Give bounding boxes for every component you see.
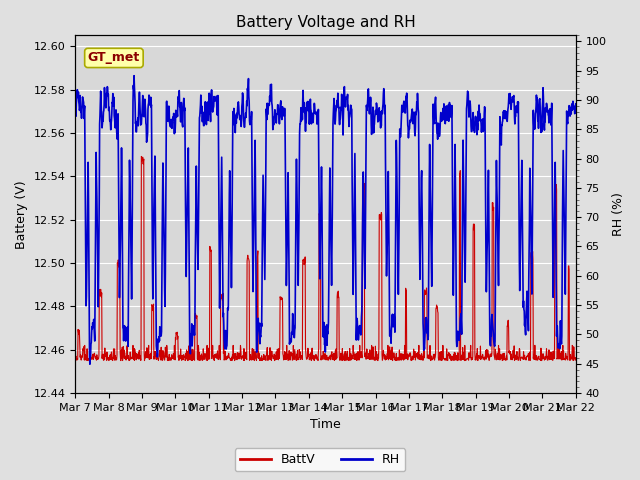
RH bbox=[469, 115, 477, 120]
Title: Battery Voltage and RH: Battery Voltage and RH bbox=[236, 15, 415, 30]
RH bbox=[404, 109, 412, 115]
RH bbox=[72, 106, 79, 111]
BattV bbox=[172, 357, 179, 363]
BattV bbox=[469, 354, 477, 360]
Line: RH: RH bbox=[76, 76, 576, 364]
RH bbox=[86, 361, 93, 367]
RH bbox=[184, 206, 191, 212]
BattV bbox=[184, 349, 191, 355]
RH bbox=[172, 129, 179, 135]
Y-axis label: RH (%): RH (%) bbox=[612, 192, 625, 236]
Text: GT_met: GT_met bbox=[88, 51, 140, 64]
BattV bbox=[138, 154, 145, 159]
BattV bbox=[513, 348, 521, 354]
RH bbox=[513, 109, 521, 115]
Y-axis label: Battery (V): Battery (V) bbox=[15, 180, 28, 249]
BattV bbox=[117, 358, 125, 363]
BattV bbox=[572, 355, 580, 360]
BattV bbox=[72, 343, 79, 348]
BattV bbox=[404, 351, 412, 357]
BattV bbox=[239, 353, 247, 359]
Line: BattV: BattV bbox=[76, 156, 576, 360]
RH bbox=[572, 101, 580, 107]
X-axis label: Time: Time bbox=[310, 419, 341, 432]
RH bbox=[130, 73, 138, 79]
Legend: BattV, RH: BattV, RH bbox=[235, 448, 405, 471]
RH bbox=[239, 102, 247, 108]
